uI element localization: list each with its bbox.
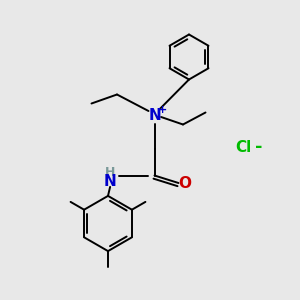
Text: O: O <box>178 176 192 190</box>
Text: +: + <box>158 105 167 115</box>
Text: N: N <box>104 174 116 189</box>
Text: N: N <box>148 108 161 123</box>
Text: H: H <box>105 166 115 179</box>
Text: -: - <box>255 138 262 156</box>
Text: Cl: Cl <box>235 140 251 154</box>
